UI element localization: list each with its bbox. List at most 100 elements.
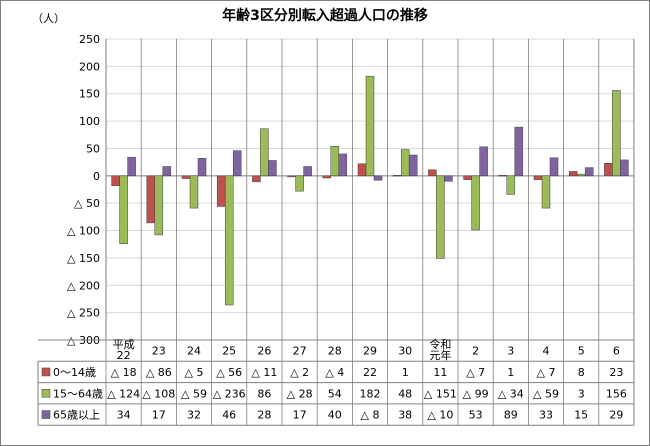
y-tick-label: △ 200 [67,279,100,292]
table-cell: 17 [152,409,166,422]
bar-65歳以上-10 [479,146,488,177]
bar-15～64歳-4 [260,128,269,177]
legend-label-2: 65歳以上 [53,409,100,422]
bar-15～64歳-11 [506,175,516,195]
category-label: 28 [328,345,342,358]
bar-0～14歳-9 [428,169,437,177]
category-label: 平成 22 [113,338,135,362]
table-cell: △ 236 [213,387,246,400]
table-cell: 34 [117,409,131,422]
y-axis-unit-label: （人） [32,12,65,25]
bar-0～14歳-7 [357,163,367,177]
bar-15～64歳-12 [541,175,551,209]
bar-0～14歳-11 [498,175,508,177]
table-cell: 23 [609,366,623,379]
category-label: 24 [187,345,201,358]
table-cell: 1 [402,366,409,379]
table-cell: △ 7 [537,366,556,379]
bar-65歳以上-7 [373,175,383,181]
chart-title: 年齢3区分別転入超過人口の推移 [222,7,428,24]
bar-0～14歳-2 [181,175,191,179]
category-label: 26 [257,345,271,358]
bar-65歳以上-4 [268,160,277,177]
table-cell: △ 34 [498,387,524,400]
bar-65歳以上-2 [197,158,207,177]
table-cell: 33 [539,409,553,422]
bar-0～14歳-8 [392,175,402,177]
bar-15～64歳-14 [612,90,621,177]
legend-swatch-1 [41,389,51,398]
table-cell: △ 2 [290,366,309,379]
category-label: 4 [543,345,550,358]
bar-15～64歳-0 [119,175,128,244]
legend-swatch-2 [41,410,51,419]
table-cell: △ 18 [111,366,137,379]
table-cell: 15 [574,409,588,422]
y-tick-label: 0 [93,170,100,183]
bar-65歳以上-9 [444,175,453,182]
bar-0～14歳-6 [322,175,332,179]
bar-15～64歳-10 [471,175,480,231]
table-cell: 156 [606,387,627,400]
bar-65歳以上-13 [584,167,594,177]
table-cell: 89 [504,409,518,422]
table-cell: 40 [328,409,342,422]
table-cell: △ 99 [463,387,489,400]
table-cell: △ 56 [216,366,242,379]
table-cell: 3 [578,387,585,400]
category-label: 27 [293,345,307,358]
bar-0～14歳-10 [463,175,472,180]
category-label: 2 [472,345,479,358]
category-label: 3 [507,345,514,358]
table-cell: 17 [293,409,307,422]
table-cell: △ 7 [466,366,485,379]
bar-0～14歳-3 [216,175,226,207]
bar-15～64歳-3 [224,175,234,306]
table-cell: 28 [257,409,271,422]
bar-15～64歳-6 [330,146,340,177]
bar-15～64歳-8 [400,149,410,177]
bar-0～14歳-12 [533,175,543,180]
bar-15～64歳-9 [436,175,445,259]
bar-0～14歳-4 [252,175,261,183]
category-label: 令和元年 [429,337,451,362]
y-tick-label: 250 [79,33,100,46]
table-cell: 8 [578,366,585,379]
table-cell: △ 10 [427,409,453,422]
table-cell: 32 [187,409,201,422]
table-cell: 1 [507,366,514,379]
table-cell: △ 4 [325,366,344,379]
y-tick-label: 100 [79,115,100,128]
table-cell: 48 [398,387,412,400]
y-tick-label: 200 [79,60,100,73]
category-label: 25 [222,345,236,358]
bar-65歳以上-6 [338,153,348,177]
table-cell: △ 28 [287,387,313,400]
table-cell: 54 [328,387,342,400]
table-cell: 38 [398,409,412,422]
bar-65歳以上-5 [303,166,312,177]
bar-65歳以上-11 [514,126,524,177]
table-cell: △ 11 [251,366,277,379]
bar-0～14歳-13 [568,171,578,177]
category-label: 30 [398,345,412,358]
table-cell: △ 59 [181,387,207,400]
bar-65歳以上-14 [620,159,629,177]
bar-15～64歳-1 [154,175,164,236]
legend-label-0: 0～14歳 [53,366,96,379]
bar-15～64歳-2 [189,175,199,209]
table-cell: △ 151 [424,387,457,400]
legend-swatch-0 [41,367,51,377]
y-tick-label: △ 50 [74,197,100,210]
bar-15～64歳-5 [295,175,304,192]
table-cell: 29 [609,409,623,422]
bar-15～64歳-13 [576,173,586,177]
category-label: 23 [152,345,166,358]
table-cell: △ 59 [533,387,559,400]
y-tick-label: △ 150 [67,252,100,265]
y-tick-label: 150 [79,88,100,101]
